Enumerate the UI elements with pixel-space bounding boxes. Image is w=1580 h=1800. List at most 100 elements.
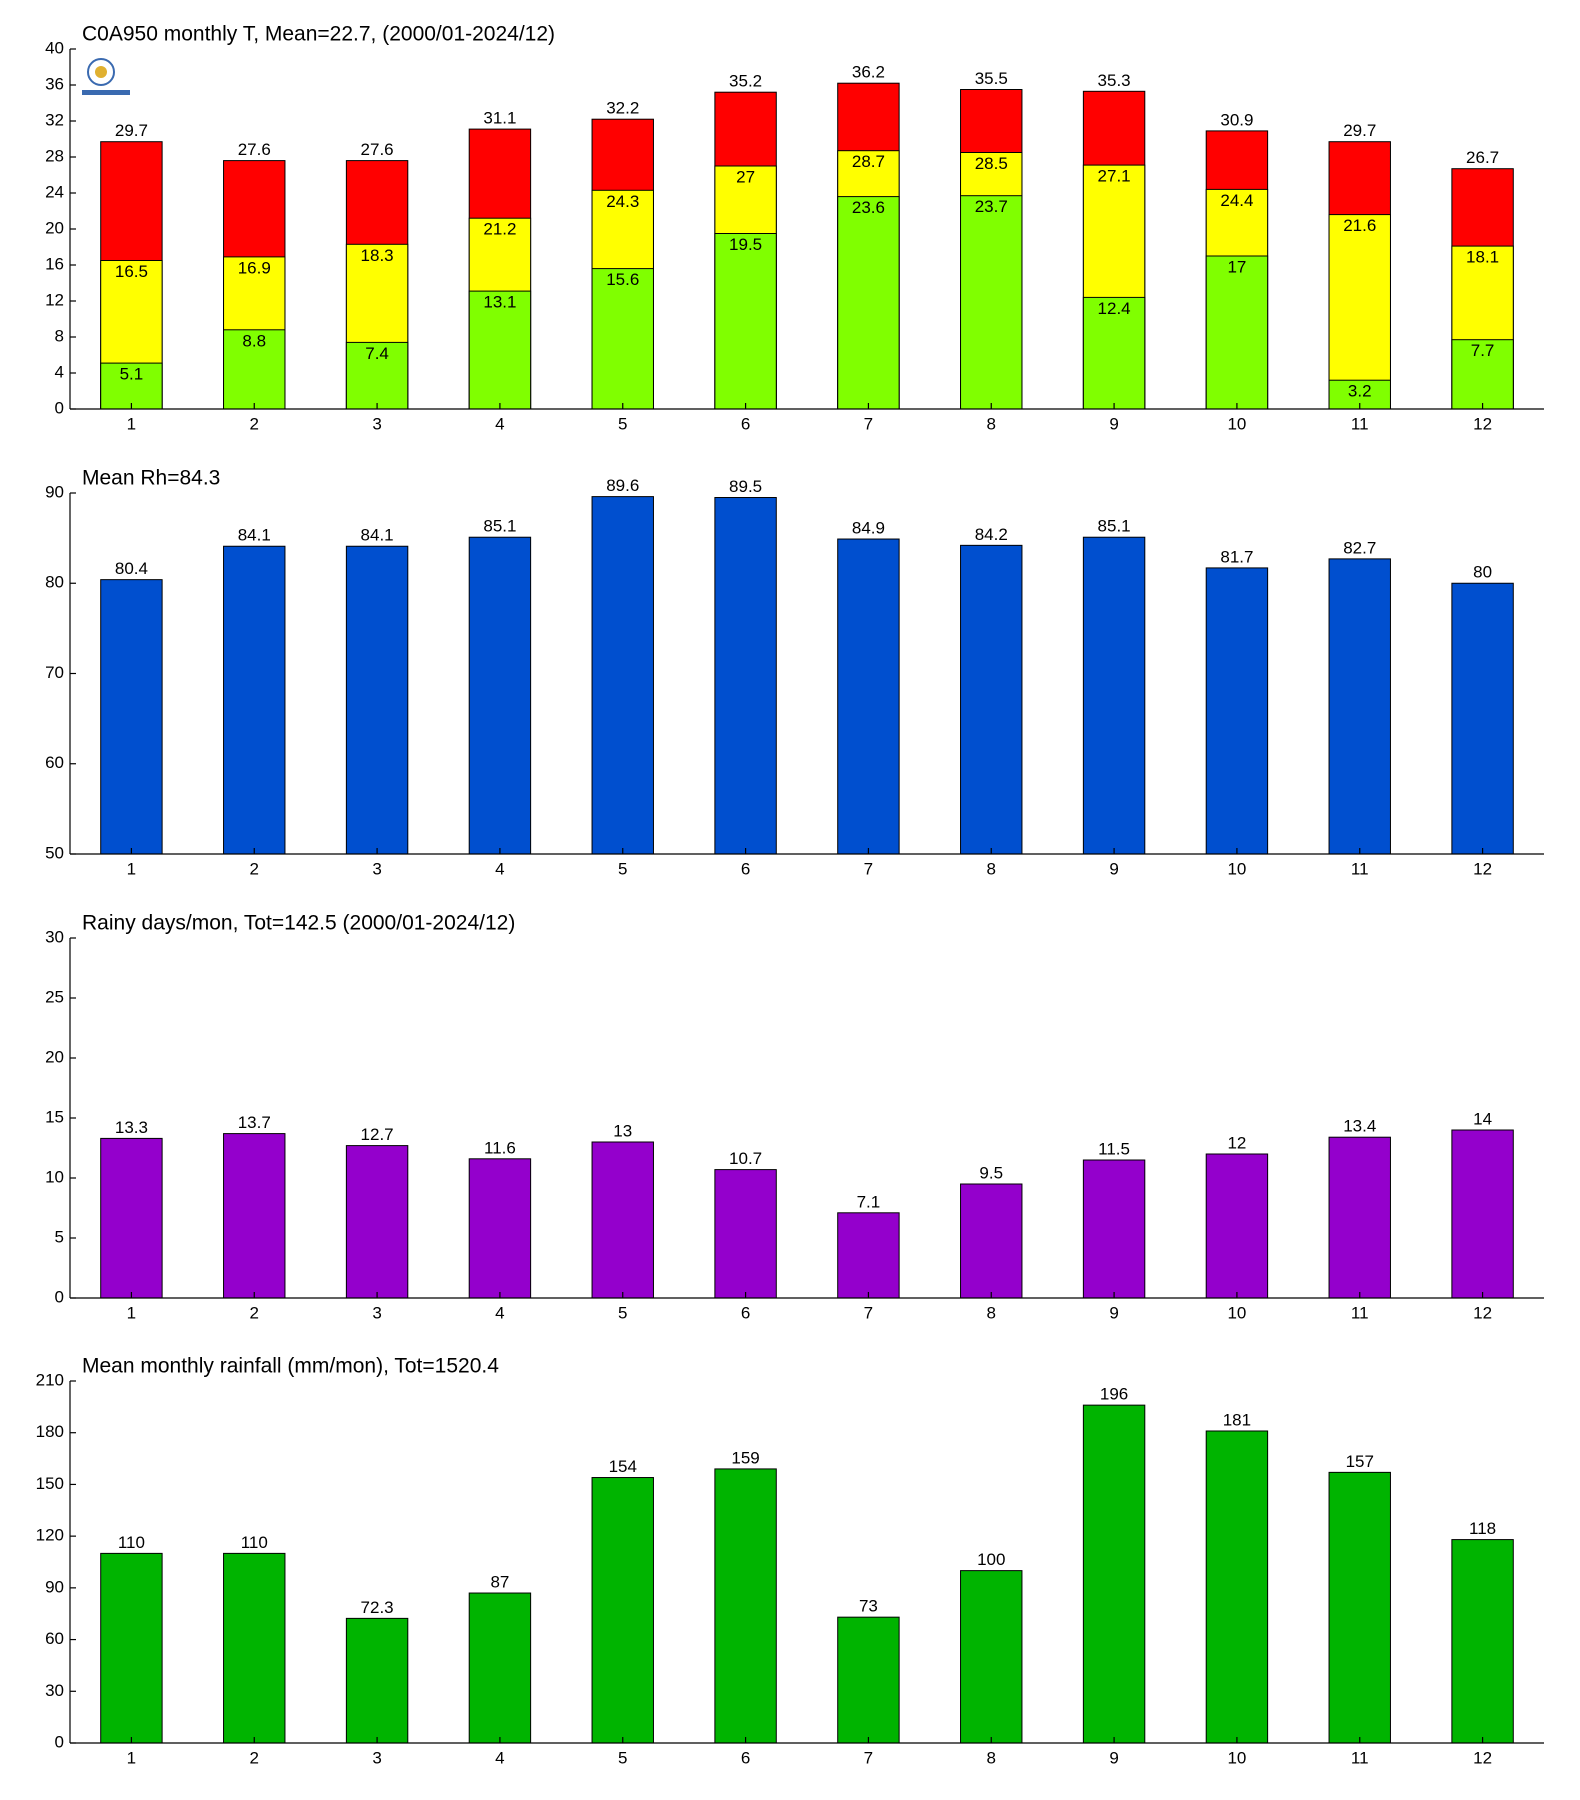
x-tick-label: 2 [250,859,259,878]
x-tick-label: 1 [127,414,136,433]
bar [1328,1471,1391,1744]
data-label: 3.2 [1348,382,1372,401]
y-tick-label: 24 [45,182,64,201]
data-label: 181 [1223,1410,1251,1429]
y-tick-label: 210 [36,1370,64,1389]
y-tick-label: 70 [45,663,64,682]
y-tick-label: 90 [45,1577,64,1596]
data-label: 85.1 [483,517,516,536]
x-tick-label: 11 [1351,859,1369,878]
bar [345,545,409,855]
y-tick-label: 90 [45,482,64,501]
x-tick-label: 2 [250,1303,259,1322]
data-label: 89.5 [729,477,762,496]
data-label: 110 [241,1533,268,1552]
x-tick-label: 5 [618,414,627,433]
chart-title: Mean monthly rainfall (mm/mon), Tot=1520… [82,1355,499,1378]
bar [591,1141,654,1299]
data-label: 12.7 [361,1125,394,1144]
bar [1082,536,1146,855]
x-tick-label: 6 [741,859,750,878]
data-label: 154 [609,1457,637,1476]
data-label: 35.2 [729,72,762,91]
x-tick-label: 4 [495,1303,504,1322]
x-tick-label: 2 [250,414,259,433]
data-label: 8.8 [242,331,266,350]
x-tick-label: 12 [1473,1748,1492,1767]
x-tick-label: 3 [372,414,381,433]
data-label: 21.6 [1343,216,1376,235]
data-label: 87 [490,1573,509,1592]
data-label: 89.6 [606,476,639,495]
x-tick-label: 3 [372,859,381,878]
bar [345,341,409,410]
y-tick-label: 20 [45,218,64,237]
data-label: 19.5 [729,235,762,254]
y-tick-label: 28 [45,146,64,165]
data-label: 72.3 [361,1598,394,1617]
bar [1082,1404,1146,1744]
x-tick-label: 5 [618,859,627,878]
x-tick-label: 4 [495,859,504,878]
bar [1205,567,1269,855]
data-label: 9.5 [979,1163,1003,1182]
y-tick-label: 30 [45,927,64,946]
y-tick-label: 25 [45,987,64,1006]
data-label: 27.6 [361,140,394,159]
data-label: 18.1 [1466,248,1499,267]
bar [837,1616,900,1744]
data-label: 35.5 [975,69,1008,88]
x-tick-label: 10 [1227,859,1246,878]
y-tick-label: 5 [55,1227,64,1246]
x-tick-label: 4 [495,414,504,433]
data-label: 29.7 [115,121,148,140]
bar [837,1212,900,1299]
data-label: 159 [731,1448,759,1467]
x-tick-label: 6 [741,1748,750,1767]
data-label: 80 [1473,563,1492,582]
x-tick-label: 12 [1473,859,1492,878]
x-tick-label: 3 [372,1303,381,1322]
bar [1205,1430,1269,1744]
data-label: 23.6 [852,198,885,217]
x-tick-label: 1 [127,859,136,878]
x-tick-label: 5 [618,1303,627,1322]
data-label: 29.7 [1343,121,1376,140]
chart-title: C0A950 monthly T, Mean=22.7, (2000/01-20… [82,23,555,46]
bar [100,579,163,855]
data-label: 110 [118,1533,145,1552]
x-tick-label: 7 [864,1748,873,1767]
data-label: 24.4 [1220,191,1253,210]
data-label: 27 [736,167,755,186]
bar [1205,1153,1269,1299]
data-label: 157 [1346,1452,1374,1471]
x-tick-label: 6 [741,1303,750,1322]
x-tick-label: 11 [1351,1748,1369,1767]
data-label: 35.3 [1098,71,1131,90]
y-tick-label: 40 [45,38,64,57]
bar [223,545,286,855]
bar [960,195,1023,410]
y-tick-label: 8 [55,326,64,345]
bar [714,1169,777,1299]
data-label: 31.1 [483,109,516,128]
data-label: 17 [1227,257,1246,276]
data-label: 13.4 [1343,1117,1376,1136]
bar [468,1592,532,1744]
data-label: 100 [977,1550,1005,1569]
x-tick-label: 9 [1109,859,1118,878]
x-tick-label: 7 [864,859,873,878]
x-tick-label: 8 [987,1748,996,1767]
data-label: 16.9 [238,258,271,277]
data-label: 27.6 [238,140,271,159]
data-label: 12 [1227,1133,1246,1152]
data-label: 26.7 [1466,148,1499,167]
y-tick-label: 50 [45,843,64,862]
x-tick-label: 6 [741,414,750,433]
bar [1328,214,1391,410]
bar [1451,339,1514,410]
y-tick-label: 0 [55,398,64,417]
data-label: 196 [1100,1385,1128,1404]
data-label: 23.7 [975,197,1008,216]
